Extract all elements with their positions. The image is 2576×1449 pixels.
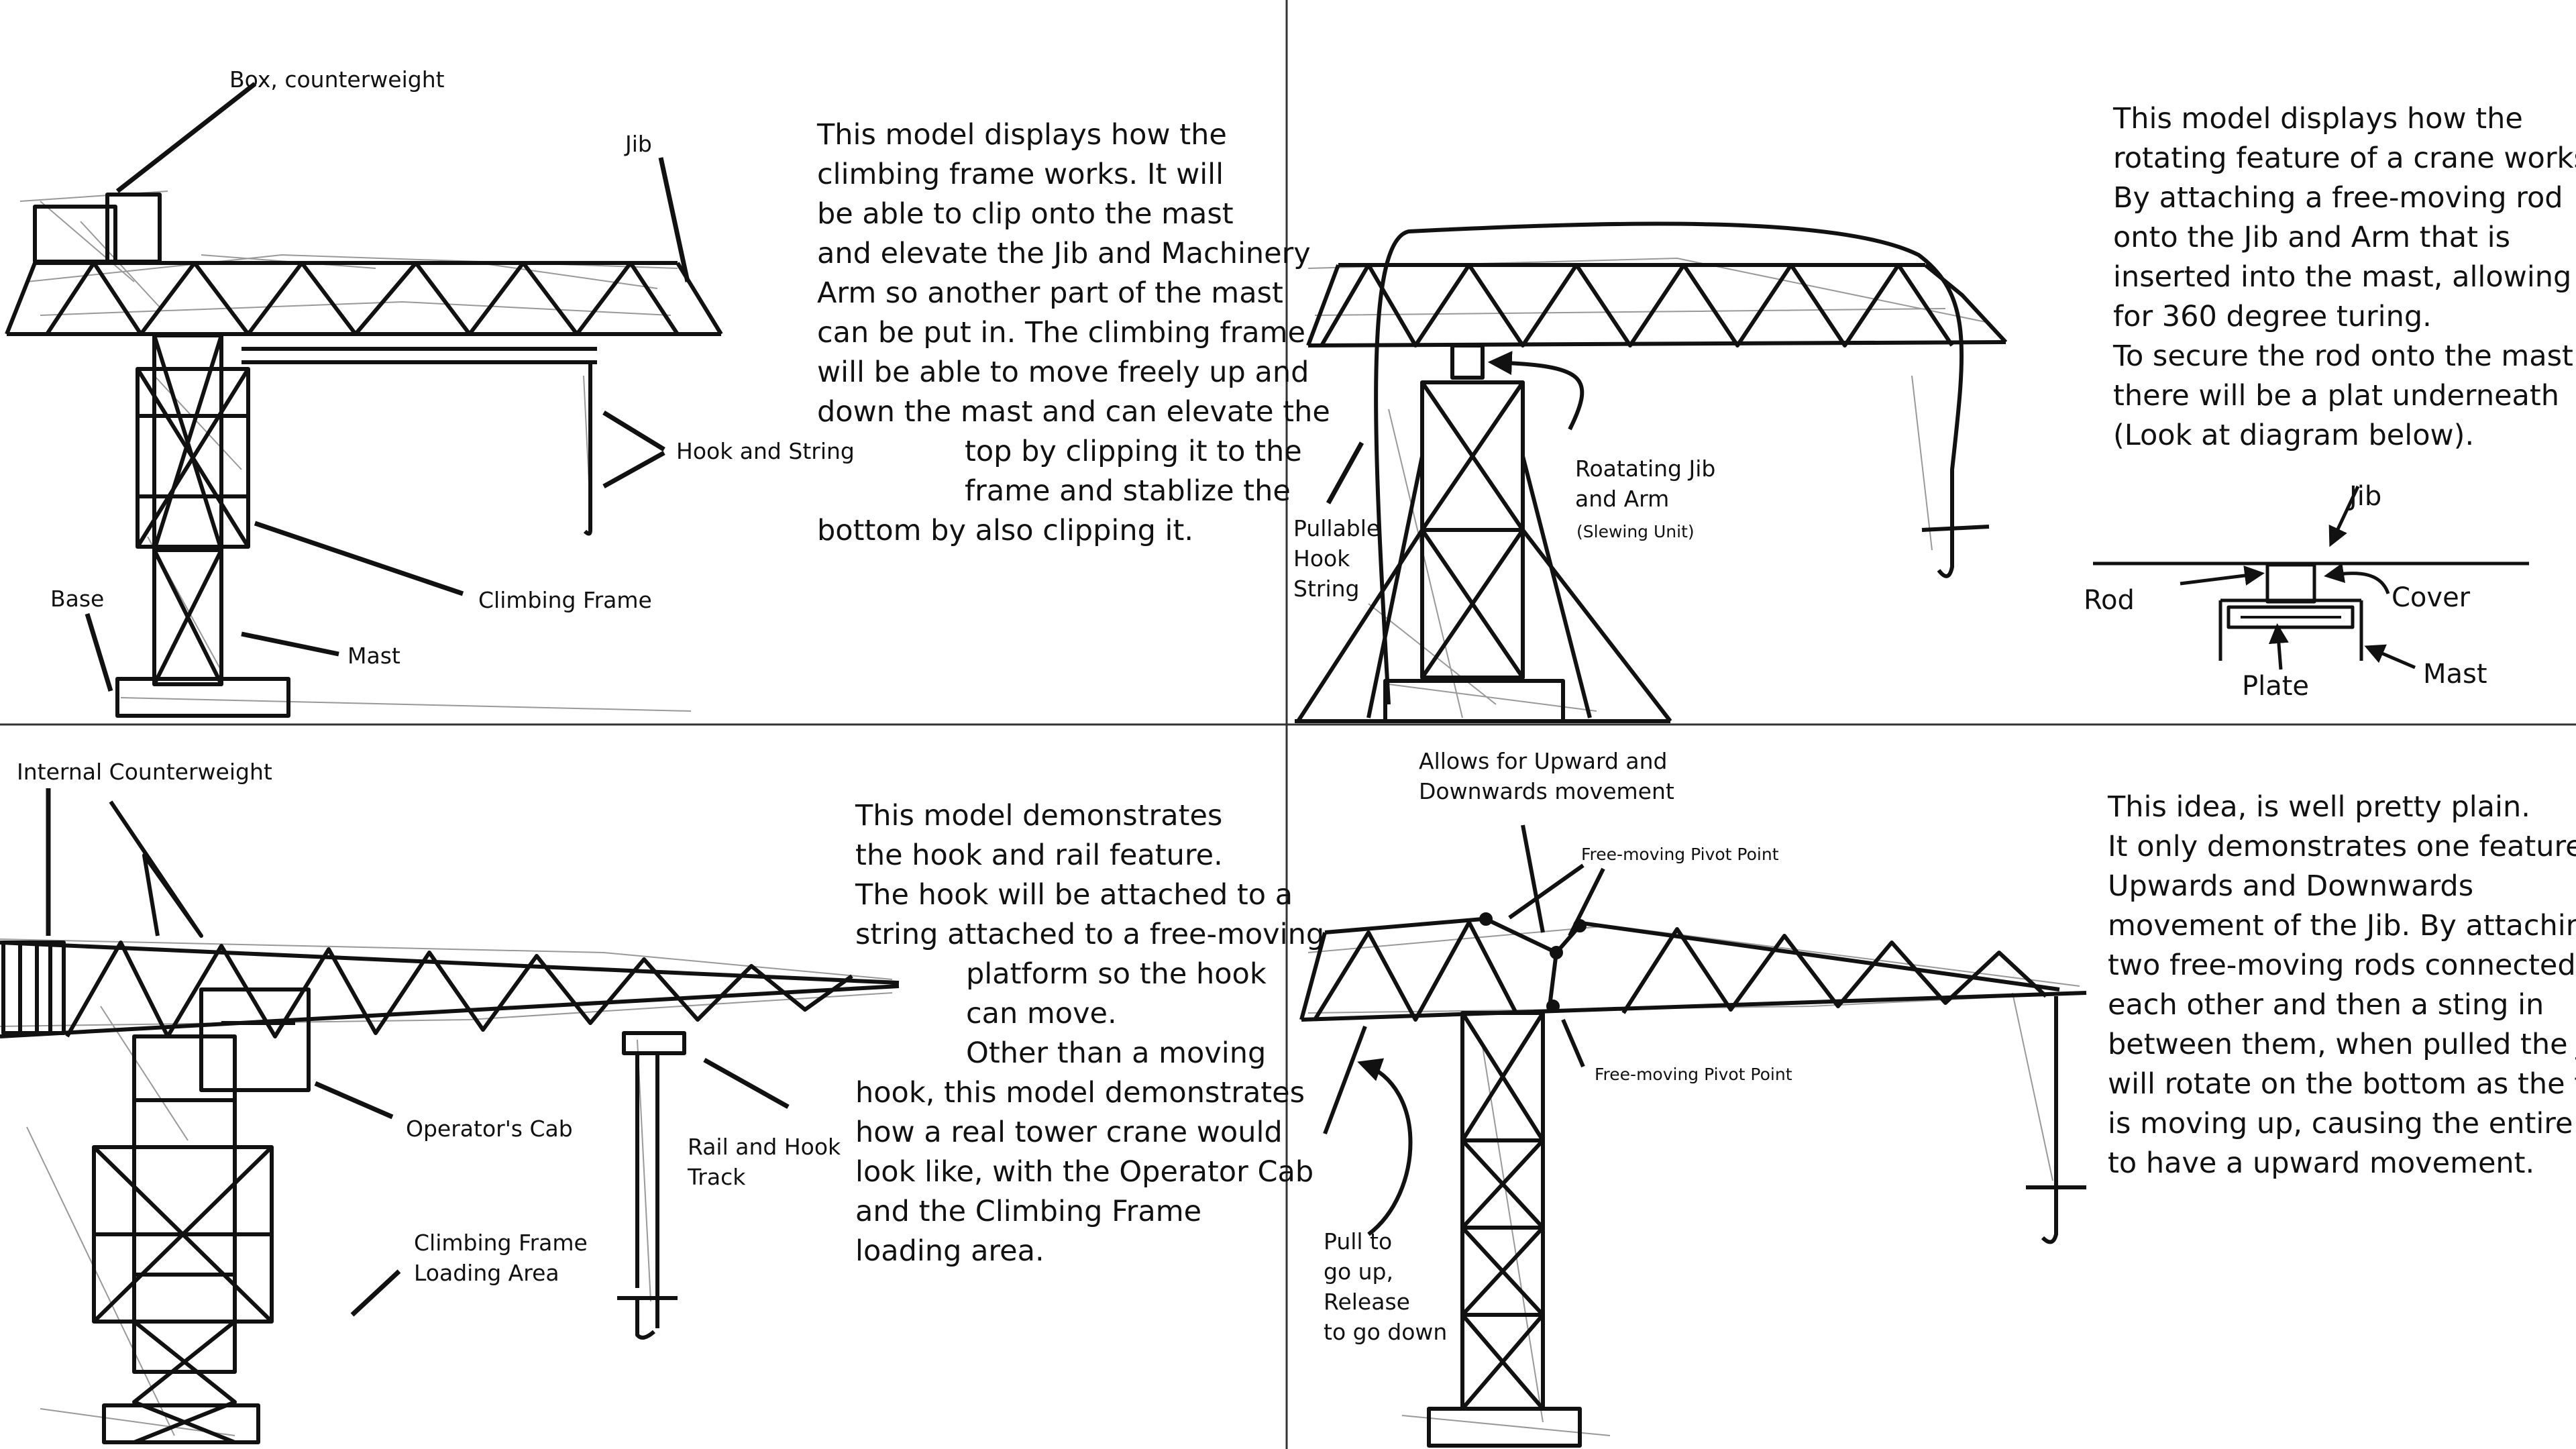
label-line: String — [1293, 576, 1360, 602]
top-right-description: This model displays how the rotating fea… — [2113, 99, 2576, 455]
slewing-unit-label: (Slewing Unit) — [1576, 522, 1695, 541]
rotating-jib-and-arm-label: Roatating Jib and Arm — [1575, 453, 1715, 514]
description-line: movement of the Jib. By attaching — [2108, 909, 2576, 943]
pullable-hook-string-label: Pullable Hook String — [1293, 513, 1380, 604]
description-line: look like, with the Operator Cab — [855, 1155, 1314, 1189]
label-line: Rail and Hook — [688, 1134, 841, 1160]
label-line: Pullable — [1293, 515, 1381, 541]
description-line: there will be a plat underneath — [2113, 379, 2560, 413]
description-line: frame and stablize the — [965, 474, 1291, 508]
description-line: This model demonstrates — [855, 799, 1223, 833]
description-line: Upwards and Downwards — [2108, 869, 2474, 903]
detail-cover-label: Cover — [2392, 582, 2471, 613]
internal-counterweight-label: Internal Counterweight — [17, 759, 272, 785]
climbing-frame-crane-drawing — [5, 82, 723, 718]
description-line: how a real tower crane would — [855, 1116, 1283, 1149]
climbing-frame-label: Climbing Frame — [478, 587, 652, 613]
label-line: Hook — [1293, 545, 1350, 572]
description-line: be able to clip onto the mast — [817, 197, 1234, 231]
description-line: can be put in. The climbing frame — [817, 316, 1305, 350]
description-line: bottom by also clipping it. — [817, 514, 1194, 547]
label-line: Roatating Jib — [1575, 455, 1716, 482]
rail-and-hook-track-label: Rail and Hook Track — [688, 1132, 841, 1192]
label-line: go up, — [1324, 1258, 1393, 1285]
description-line: top by clipping it to the — [965, 435, 1302, 468]
pivot-point-top-label: Free-moving Pivot Point — [1581, 845, 1779, 864]
description-line: two free-moving rods connected to — [2108, 949, 2576, 982]
mast-label: Mast — [347, 643, 400, 669]
description-line: onto the Jib and Arm that is — [2113, 221, 2511, 254]
description-line: the hook and rail feature. — [855, 839, 1223, 872]
label-line: Pull to — [1324, 1228, 1393, 1254]
detail-mast-label: Mast — [2423, 659, 2487, 690]
slewing-detail-diagram — [2093, 485, 2529, 670]
description-line: down the mast and can elevate the — [817, 395, 1330, 429]
description-line: for 360 degree turing. — [2113, 300, 2432, 333]
description-line: By attaching a free-moving rod — [2113, 181, 2563, 215]
bottom-right-description: This idea, is well pretty plain. It only… — [2108, 788, 2576, 1183]
pivot-point-bottom-label: Free-moving Pivot Point — [1595, 1065, 1792, 1084]
pull-release-label: Pull to go up, Release to go down — [1324, 1226, 1447, 1347]
label-line: to go down — [1324, 1319, 1448, 1345]
detail-jib-label: Jib — [2349, 481, 2382, 512]
description-line: This model displays how the — [817, 118, 1227, 152]
label-line: Downwards movement — [1419, 778, 1674, 804]
description-line: between them, when pulled the Jib — [2108, 1028, 2576, 1061]
climbing-frame-loading-area-label: Climbing Frame Loading Area — [414, 1228, 588, 1288]
description-line: to have a upward movement. — [2108, 1146, 2535, 1180]
description-line: To secure the rod onto the mast — [2113, 339, 2573, 373]
description-line: and the Climbing Frame — [855, 1195, 1202, 1228]
description-line: loading area. — [855, 1234, 1044, 1268]
description-line: platform so the hook — [966, 957, 1267, 991]
description-line: and elevate the Jib and Machinery — [817, 237, 1311, 270]
label-line: Track — [688, 1164, 746, 1190]
luffing-jib-crane-drawing — [1299, 824, 2087, 1448]
bottom-left-description: This model demonstrates the hook and rai… — [855, 796, 1324, 1271]
description-line: will be able to move freely up and — [817, 356, 1309, 389]
description-line: is moving up, causing the entire Jib — [2108, 1107, 2576, 1140]
detail-rod-label: Rod — [2084, 585, 2135, 616]
description-line: It only demonstrates one feature, — [2108, 830, 2576, 863]
hook-and-rail-crane-drawing — [0, 788, 900, 1444]
description-line: climbing frame works. It will — [817, 158, 1224, 191]
rotating-crane-drawing — [1295, 221, 2529, 723]
description-line: inserted into the mast, allowing — [2113, 260, 2572, 294]
operators-cab-label: Operator's Cab — [406, 1116, 573, 1142]
description-line: (Look at diagram below). — [2113, 419, 2475, 452]
base-label: Base — [50, 586, 105, 612]
allows-movement-label: Allows for Upward and Downwards movement — [1419, 746, 1674, 806]
box-counterweight-label: Box, counterweight — [229, 66, 445, 93]
description-line: This idea, is well pretty plain. — [2108, 790, 2530, 824]
hook-and-string-label: Hook and String — [676, 438, 855, 464]
detail-plate-label: Plate — [2242, 671, 2310, 702]
jib-label: Jib — [625, 131, 652, 157]
description-line: This model displays how the — [2113, 102, 2523, 136]
description-line: can move. — [966, 997, 1117, 1030]
label-line: Climbing Frame — [414, 1230, 588, 1256]
label-line: Release — [1324, 1289, 1410, 1315]
description-line: Arm so another part of the mast — [817, 276, 1283, 310]
description-line: will rotate on the bottom as the top — [2108, 1067, 2576, 1101]
description-line: The hook will be attached to a — [855, 878, 1293, 912]
description-line: rotating feature of a crane works. — [2113, 142, 2576, 175]
description-line: string attached to a free-moving — [855, 918, 1325, 951]
description-line: hook, this model demonstrates — [855, 1076, 1305, 1110]
label-line: and Arm — [1575, 486, 1670, 512]
label-line: Allows for Upward and — [1419, 748, 1668, 774]
top-left-description: This model displays how the climbing fra… — [817, 115, 1330, 551]
description-line: Other than a moving — [966, 1036, 1267, 1070]
description-line: each other and then a sting in — [2108, 988, 2544, 1022]
label-line: Loading Area — [414, 1260, 559, 1286]
